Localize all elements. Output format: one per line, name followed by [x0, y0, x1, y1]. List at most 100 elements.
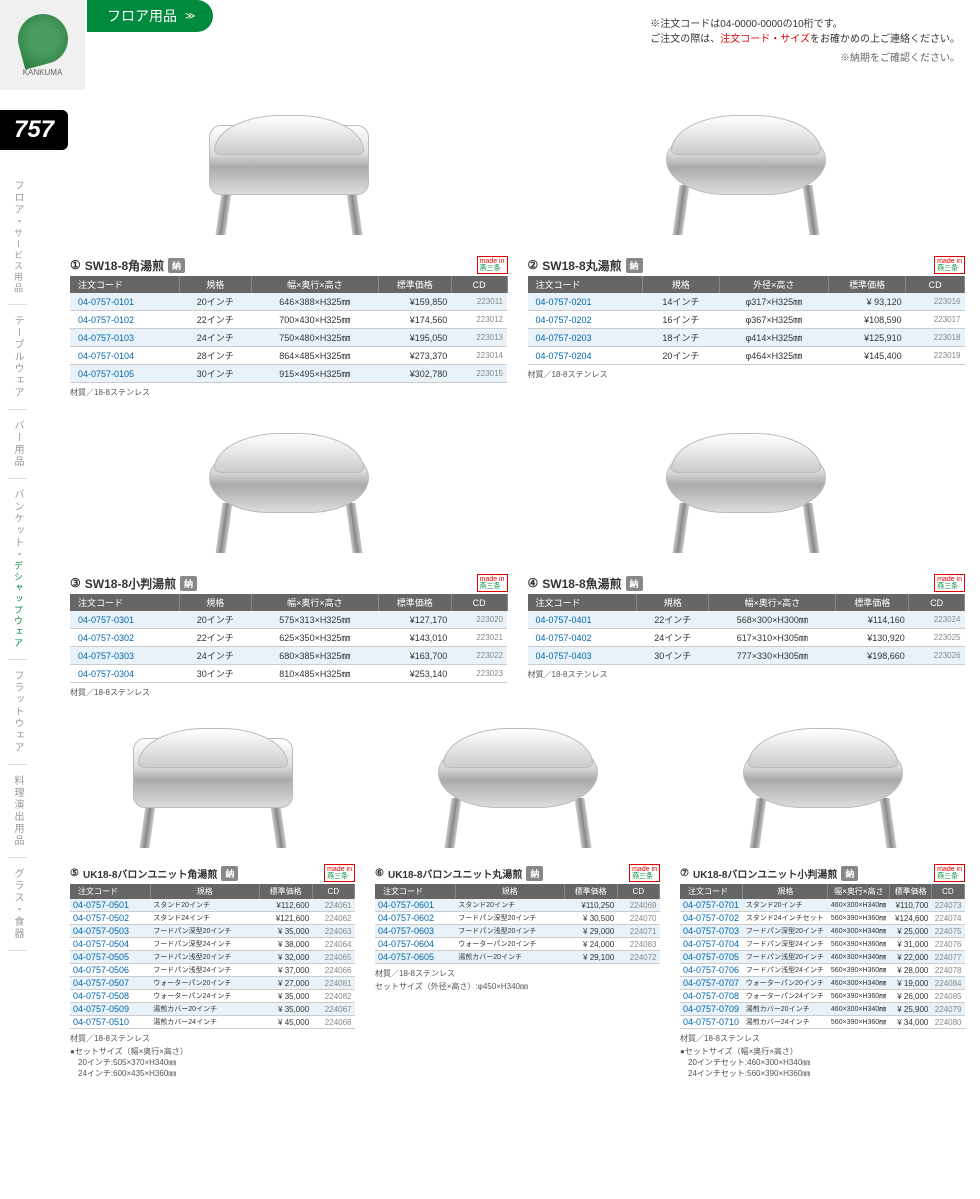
dim-cell: 560×390×H360㎜	[828, 1016, 890, 1029]
spec-cell: フードパン浅型20インチ	[455, 925, 564, 938]
spec-cell: 湯煎カバー20インチ	[455, 951, 564, 964]
th: 規格	[743, 884, 828, 899]
spec-cell: フードパン浅型24インチ	[743, 964, 828, 977]
sidebar-item[interactable]: グラス・食器	[8, 858, 27, 951]
spec-cell: ウォーターパン24インチ	[150, 990, 259, 1003]
price-cell: ¥114,160	[836, 611, 909, 629]
order-code: 04-0757-0503	[70, 925, 150, 938]
table-row: 04-0757-0103 24インチ 750×480×H325㎜ ¥195,05…	[70, 329, 507, 347]
order-code: 04-0757-0710	[680, 1016, 743, 1029]
spec-cell: スタンド24インチセット	[743, 912, 828, 925]
product-title-row: ⑤ UK18-8バロンユニット角湯煎 納 made in燕三条	[70, 864, 355, 882]
sidebar-item[interactable]: バー用品	[8, 410, 27, 479]
dim-cell: 915×495×H325㎜	[251, 365, 378, 383]
order-code: 04-0757-0702	[680, 912, 743, 925]
cd-cell: 224073	[931, 899, 964, 912]
sidebar-item[interactable]: テーブルウェア	[8, 305, 27, 410]
product-image	[70, 100, 508, 250]
th-code: 注文コード	[528, 594, 637, 611]
order-code: 04-0757-0502	[70, 912, 150, 925]
spec-table: 注文コード規格標準価格CD 04-0757-0601 スタンド20インチ ¥11…	[375, 884, 660, 964]
order-code: 04-0757-0507	[70, 977, 150, 990]
product-title: ③ SW18-8小判湯煎 納	[70, 575, 197, 592]
note-1: ※注文コードは04-0000-0000の10桁です。	[650, 15, 960, 30]
spec-cell: 16インチ	[643, 311, 719, 329]
th: 規格	[150, 884, 259, 899]
order-code: 04-0757-0604	[375, 938, 455, 951]
cd-cell: 224083	[617, 938, 659, 951]
order-code: 04-0757-0508	[70, 990, 150, 1003]
spec-table: 注文コード規格幅×奥行×高さ標準価格CD 04-0757-0701 スタンド20…	[680, 884, 965, 1029]
price-cell: ¥108,590	[829, 311, 906, 329]
nou-badge: 納	[841, 866, 858, 881]
product-title-row: ① SW18-8角湯煎 納 made in燕三条	[70, 256, 508, 274]
spec-cell: フードパン深型20インチ	[150, 925, 259, 938]
sidebar-item[interactable]: フラットウェア	[8, 660, 27, 765]
made-in-badge: made in燕三条	[477, 574, 508, 592]
spec-cell: 湯煎カバー20インチ	[743, 1003, 828, 1016]
dim-cell: 460×300×H340㎜	[828, 977, 890, 990]
product-name: SW18-8魚湯煎	[542, 575, 621, 592]
table-row: 04-0757-0604 ウォーターパン20インチ ¥ 24,000 22408…	[375, 938, 660, 951]
order-code: 04-0757-0704	[680, 938, 743, 951]
made-in-badge: made in燕三条	[934, 864, 965, 882]
order-code: 04-0757-0103	[70, 329, 179, 347]
table-row: 04-0757-0303 24インチ 680×385×H325㎜ ¥163,70…	[70, 647, 507, 665]
cd-cell: 224070	[617, 912, 659, 925]
spec-cell: 22インチ	[637, 611, 709, 629]
product-block: ⑦ UK18-8バロンユニット小判湯煎 納 made in燕三条 注文コード規格…	[680, 718, 965, 1080]
order-code: 04-0757-0302	[70, 629, 179, 647]
order-code: 04-0757-0304	[70, 665, 179, 683]
table-row: 04-0757-0201 14インチ φ317×H325㎜ ¥ 93,120 2…	[528, 293, 965, 311]
product-block: ① SW18-8角湯煎 納 made in燕三条 注文コード 規格 幅×奥行×高…	[70, 100, 508, 398]
material-note: 材質／18-8ステンレス	[375, 968, 660, 979]
product-title: ④ SW18-8魚湯煎 納	[528, 575, 643, 592]
price-cell: ¥ 25,000	[890, 925, 931, 938]
product-image	[528, 100, 966, 250]
th-code: 注文コード	[70, 276, 179, 293]
product-number: ⑥	[375, 868, 384, 879]
order-code: 04-0757-0505	[70, 951, 150, 964]
table-row: 04-0757-0603 フードパン浅型20インチ ¥ 29,000 22407…	[375, 925, 660, 938]
product-number: ④	[528, 576, 539, 590]
dim-cell: 700×430×H325㎜	[251, 311, 378, 329]
spec-cell: フードパン深型24インチ	[743, 938, 828, 951]
sidebar-item[interactable]: バンケット・デシャップウェア	[8, 479, 27, 660]
spec-cell: 14インチ	[643, 293, 719, 311]
price-cell: ¥ 28,000	[890, 964, 931, 977]
sidebar-item[interactable]: 料理演出用品	[8, 765, 27, 858]
price-cell: ¥ 26,000	[890, 990, 931, 1003]
product-illustration	[189, 433, 389, 553]
product-image	[375, 718, 660, 858]
table-row: 04-0757-0710 湯煎カバー24インチ 560×390×H360㎜ ¥ …	[680, 1016, 965, 1029]
table-row: 04-0757-0506 フードパン浅型24インチ ¥ 37,000 22406…	[70, 964, 355, 977]
table-row: 04-0757-0702 スタンド24インチセット 560×390×H360㎜ …	[680, 912, 965, 925]
price-cell: ¥ 35,000	[259, 1003, 312, 1016]
table-row: 04-0757-0701 スタンド20インチ 460×300×H340㎜ ¥11…	[680, 899, 965, 912]
order-code: 04-0757-0706	[680, 964, 743, 977]
order-code: 04-0757-0603	[375, 925, 455, 938]
spec-cell: 20インチ	[179, 293, 251, 311]
nou-badge: 納	[626, 258, 643, 273]
cd-cell: 223015	[451, 365, 507, 383]
spec-table: 注文コード 規格 幅×奥行×高さ 標準価格 CD 04-0757-0401 22…	[528, 594, 966, 665]
th-spec: 規格	[637, 594, 709, 611]
order-code: 04-0757-0707	[680, 977, 743, 990]
sidebar-item[interactable]: フロア・サービス用品	[8, 170, 27, 305]
th-price: 標準価格	[829, 276, 906, 293]
cd-cell: 223014	[451, 347, 507, 365]
product-title: ② SW18-8丸湯煎 納	[528, 257, 643, 274]
nou-badge: 納	[526, 866, 543, 881]
dim-cell: 617×310×H305㎜	[709, 629, 836, 647]
spec-cell: 30インチ	[179, 365, 251, 383]
nou-badge: 納	[168, 258, 185, 273]
dim-cell: 560×390×H360㎜	[828, 938, 890, 951]
cd-cell: 224072	[617, 951, 659, 964]
order-code: 04-0757-0605	[375, 951, 455, 964]
spec-cell: フードパン深型20インチ	[455, 912, 564, 925]
price-cell: ¥ 31,000	[890, 938, 931, 951]
dim-cell: 646×388×H325㎜	[251, 293, 378, 311]
th: 注文コード	[680, 884, 743, 899]
th-spec: 規格	[179, 276, 251, 293]
order-code: 04-0757-0203	[528, 329, 643, 347]
